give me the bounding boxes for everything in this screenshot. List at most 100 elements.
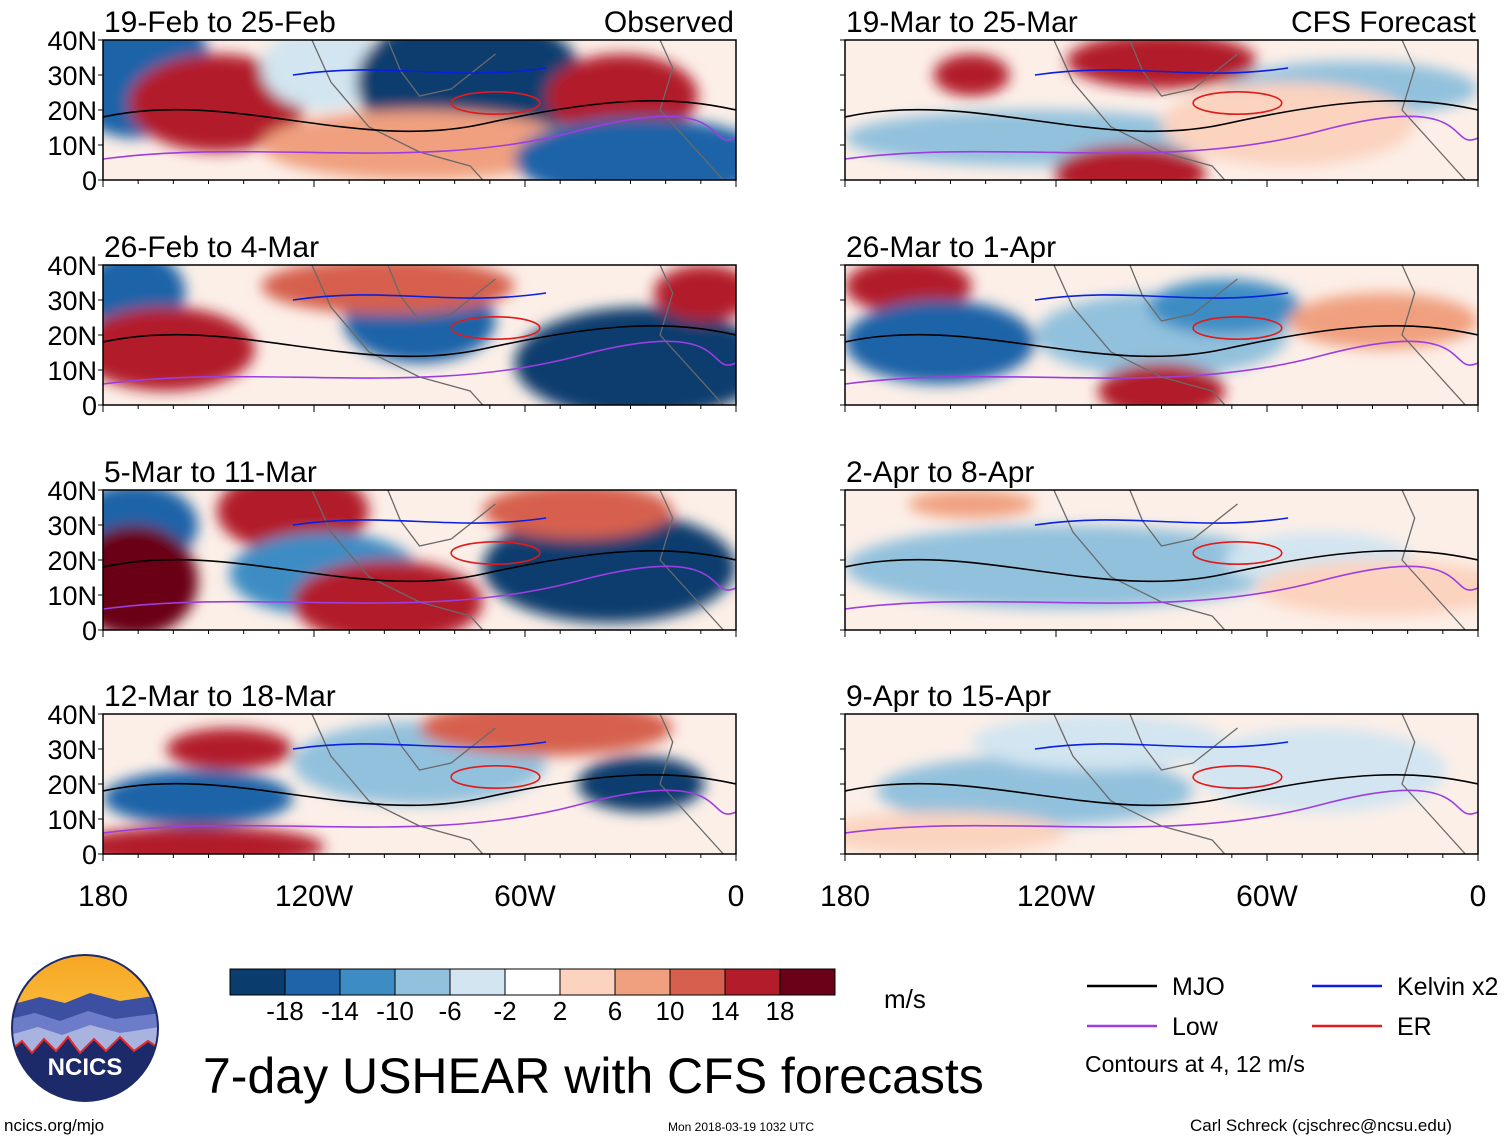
colorbar-swatch xyxy=(614,968,671,996)
coastline xyxy=(311,714,724,854)
axis-ticks xyxy=(98,713,737,861)
lat-label: 30N xyxy=(47,286,97,316)
lon-label: 0 xyxy=(728,880,745,913)
contours xyxy=(103,517,736,610)
colorbar-tick: -10 xyxy=(376,996,414,1026)
legend: MJO Kelvin x2 Low ER Contours at 4, 12 m/s xyxy=(1085,973,1498,1077)
map-panels: 40N 30N 20N 10N 0 19-Feb to 25-Feb Observed 19-… xyxy=(47,6,1487,913)
lat-label: 40N xyxy=(47,251,97,281)
shear-field xyxy=(845,265,1478,405)
colorbar-swatch xyxy=(669,968,726,996)
axis-ticks xyxy=(98,39,737,187)
map-panel: 19-Mar to 25-Mar CFS Forecast xyxy=(840,6,1479,187)
lat-label: 10N xyxy=(47,805,97,835)
panel-period: 19-Feb to 25-Feb xyxy=(104,6,336,39)
axis-ticks xyxy=(840,264,1479,412)
coastline xyxy=(1053,714,1466,854)
axis-ticks xyxy=(840,489,1479,637)
contours xyxy=(103,741,736,834)
coastline xyxy=(1053,490,1466,630)
map-panel: 40N 30N 20N 10N 0 19-Feb to 25-Feb Observed xyxy=(47,6,737,196)
colorbar-tick: -14 xyxy=(321,996,359,1026)
logo-text: NCICS xyxy=(48,1054,123,1081)
map-panel: 2-Apr to 8-Apr xyxy=(840,456,1479,637)
panel-source-label: Observed xyxy=(604,6,734,39)
legend-item: MJO xyxy=(1087,973,1225,1001)
lat-label: 40N xyxy=(47,700,97,730)
lat-label: 20N xyxy=(47,321,97,351)
shear-field xyxy=(845,714,1478,854)
map-panel: 40N 30N 20N 10N 0 26-Feb to 4-Mar xyxy=(47,231,737,421)
panel-period: 26-Feb to 4-Mar xyxy=(104,231,319,264)
panel-period: 9-Apr to 15-Apr xyxy=(846,680,1051,713)
lat-label: 40N xyxy=(47,476,97,506)
lat-label: 30N xyxy=(47,61,97,91)
legend-item: Kelvin x2 xyxy=(1312,973,1498,1001)
contours xyxy=(845,67,1478,160)
lon-label: 180 xyxy=(820,880,870,913)
colorbar-swatch xyxy=(339,968,396,996)
coastline xyxy=(311,40,724,180)
legend-item: Low xyxy=(1087,1013,1219,1041)
lon-label: 0 xyxy=(1470,880,1487,913)
lat-label: 20N xyxy=(47,770,97,800)
lat-label: 10N xyxy=(47,581,97,611)
shear-field xyxy=(103,40,736,180)
panel-period: 5-Mar to 11-Mar xyxy=(104,456,317,489)
lat-label: 0 xyxy=(82,616,97,646)
shear-field xyxy=(845,490,1478,630)
axis-ticks xyxy=(840,39,1479,187)
map-panel: 40N 30N 20N 10N 0 5-Mar to 11-Mar xyxy=(47,456,737,646)
colorbar-tick: -2 xyxy=(493,996,516,1026)
colorbar-swatch xyxy=(559,968,616,996)
colorbar-swatch xyxy=(504,968,561,996)
panel-period: 26-Mar to 1-Apr xyxy=(846,231,1056,264)
footer-author: Carl Schreck (cjschrec@ncsu.edu) xyxy=(1190,1116,1452,1135)
lat-label: 0 xyxy=(82,840,97,870)
lon-label: 180 xyxy=(78,880,128,913)
axis-ticks xyxy=(840,713,1479,861)
colorbar-units: m/s xyxy=(884,984,926,1014)
colorbar-tick: -18 xyxy=(266,996,304,1026)
panel-period: 19-Mar to 25-Mar xyxy=(846,6,1078,39)
lat-label: 10N xyxy=(47,131,97,161)
contours xyxy=(845,741,1478,834)
ncics-logo: NCICS xyxy=(11,954,159,1102)
coastline xyxy=(311,265,724,405)
footer-timestamp: Mon 2018-03-19 1032 UTC xyxy=(668,1120,815,1134)
coastline xyxy=(311,490,724,630)
colorbar-tick: 10 xyxy=(656,996,685,1026)
colorbar-swatch xyxy=(229,968,286,996)
legend-item: ER xyxy=(1312,1013,1432,1041)
axis-ticks xyxy=(98,489,737,637)
panel-period: 2-Apr to 8-Apr xyxy=(846,456,1034,489)
lon-label: 60W xyxy=(494,880,556,913)
colorbar: -18 -14 -10 -6 -2 2 6 10 14 18 xyxy=(229,968,836,1026)
lat-label: 10N xyxy=(47,356,97,386)
map-panel: 40N 30N 20N 10N 0 12-Mar to 18-Mar 180 120W 60W 0 xyxy=(47,680,744,913)
colorbar-tick: 6 xyxy=(608,996,622,1026)
contours xyxy=(845,292,1478,385)
lon-label: 120W xyxy=(275,880,354,913)
colorbar-swatch xyxy=(449,968,506,996)
footer-url[interactable]: ncics.org/mjo xyxy=(4,1116,105,1135)
coastline xyxy=(1053,40,1466,180)
lon-label: 120W xyxy=(1017,880,1096,913)
lat-label: 40N xyxy=(47,26,97,56)
coastline xyxy=(1053,265,1466,405)
lat-label: 0 xyxy=(82,166,97,196)
panel-source-label: CFS Forecast xyxy=(1291,6,1477,39)
colorbar-tick: 18 xyxy=(766,996,795,1026)
chart-title: 7-day USHEAR with CFS forecasts xyxy=(203,1048,984,1104)
shear-field xyxy=(103,265,736,405)
lon-label: 60W xyxy=(1236,880,1298,913)
map-panel: 26-Mar to 1-Apr xyxy=(840,231,1479,412)
lat-label: 30N xyxy=(47,511,97,541)
lat-label: 0 xyxy=(82,391,97,421)
colorbar-tick: -6 xyxy=(438,996,461,1026)
lat-label: 30N xyxy=(47,735,97,765)
legend-label: Kelvin x2 xyxy=(1397,973,1498,1001)
shear-field xyxy=(103,714,736,854)
map-panel: 9-Apr to 15-Apr 180 120W 60W 0 xyxy=(820,680,1487,913)
